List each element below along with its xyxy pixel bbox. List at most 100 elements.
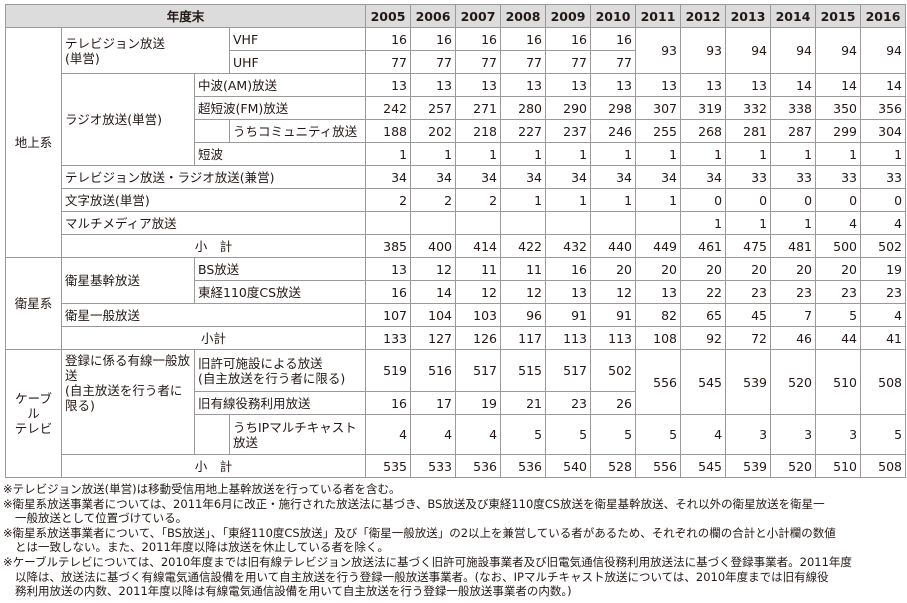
header-year: 2015 xyxy=(815,4,862,28)
cell: 34 xyxy=(410,165,457,189)
cell-cable-merged: 556 xyxy=(635,349,682,415)
cell: 540 xyxy=(545,454,592,478)
cell: 34 xyxy=(635,165,682,189)
cell xyxy=(455,211,502,235)
label-ip-multicast: うちIPマルチキャスト 放送 xyxy=(228,414,367,455)
row-uhf: UHF 77 77 77 77 77 77 xyxy=(6,50,906,74)
row-am: ラジオ放送(単営) 中波(AM)放送 13 13 13 13 13 13 13 … xyxy=(6,73,907,166)
cell: 1 xyxy=(545,142,592,166)
label-multimedia: マルチメディア放送 xyxy=(60,211,367,235)
label-sat-general: 衛星一般放送 xyxy=(60,303,367,327)
cell: 22 xyxy=(680,280,727,304)
cell: 4 xyxy=(365,414,412,455)
cell: 1 xyxy=(365,142,412,166)
cell: 414 xyxy=(455,234,502,258)
cell: 481 xyxy=(770,234,817,258)
cell: 202 xyxy=(410,119,457,143)
cell: 23 xyxy=(860,280,907,304)
cell: 5 xyxy=(860,414,907,455)
group-cable: ケーブル テレビ xyxy=(5,349,62,478)
cell: 77 xyxy=(455,50,502,74)
row-vhf: 地上系 テレビジョン放送 (単営) VHF 16 16 16 16 16 16 … xyxy=(5,27,907,258)
cell-cable-merged: 520 xyxy=(770,349,817,415)
cell: 4 xyxy=(860,211,907,235)
cell: 5 xyxy=(635,414,682,455)
cell: 20 xyxy=(725,257,772,281)
cell: 11 xyxy=(500,257,547,281)
header-year: 2013 xyxy=(725,4,772,28)
cell: 127 xyxy=(410,326,457,350)
cell xyxy=(545,211,592,235)
cell: 0 xyxy=(815,188,862,212)
cell: 4 xyxy=(815,211,862,235)
cell: 12 xyxy=(590,280,637,304)
cell: 0 xyxy=(770,188,817,212)
cell: 13 xyxy=(365,257,412,281)
cell: 33 xyxy=(770,165,817,189)
label-subtotal: 小 計 xyxy=(60,454,367,478)
cell: 34 xyxy=(365,165,412,189)
cell: 91 xyxy=(545,303,592,327)
cell: 11 xyxy=(455,257,502,281)
label-cs110: 東経110度CS放送 xyxy=(193,280,367,304)
cell: 4 xyxy=(860,303,907,327)
cell: 1 xyxy=(500,142,547,166)
footnote: ※衛星系放送事業者について、「BS放送」、「東経110度CS放送」及び「衛星一般… xyxy=(3,525,836,540)
cell: 13 xyxy=(635,73,682,97)
cell: 227 xyxy=(500,119,547,143)
cell: 13 xyxy=(410,73,457,97)
cell: 502 xyxy=(860,234,907,258)
cell: 271 xyxy=(455,96,502,120)
footnote: ※衛星系放送事業者については、2011年6月に改正・施行された放送法に基づき、B… xyxy=(3,496,825,511)
cell: 440 xyxy=(590,234,637,258)
header-year: 2012 xyxy=(680,4,727,28)
label-subtotal: 小 計 xyxy=(60,234,367,258)
header-year: 2008 xyxy=(500,4,547,28)
cell: 20 xyxy=(770,257,817,281)
cell: 14 xyxy=(770,73,817,97)
label-subtotal: 小計 xyxy=(60,326,367,350)
cell: 515 xyxy=(500,349,547,392)
broadcaster-count-table-container: 年度末 2005 2006 2007 2008 2009 2010 2011 2… xyxy=(4,4,907,478)
cell: 16 xyxy=(455,27,502,51)
cell: 4 xyxy=(455,414,502,455)
row-subtotal-satellite: 小計 133 127 126 117 113 113 108 92 72 46 … xyxy=(6,326,907,350)
cell: 33 xyxy=(725,165,772,189)
cell: 1 xyxy=(680,142,727,166)
cell: 113 xyxy=(590,326,637,350)
cell: 26 xyxy=(590,391,637,415)
group-satellite: 衛星系 xyxy=(5,257,62,350)
cell: 77 xyxy=(500,50,547,74)
cell: 1 xyxy=(770,211,817,235)
cell: 4 xyxy=(680,414,727,455)
cell: 12 xyxy=(455,280,502,304)
cell-cable-merged: 510 xyxy=(815,349,862,415)
cell xyxy=(500,211,547,235)
cell: 432 xyxy=(545,234,592,258)
cell: 20 xyxy=(590,257,637,281)
cell: 34 xyxy=(680,165,727,189)
row-bs: 衛星系 衛星基幹放送 BS放送 13 12 11 11 16 20 20 20 … xyxy=(5,257,907,350)
cell: 299 xyxy=(815,119,862,143)
cell-tv-merged: 94 xyxy=(770,27,817,74)
footnote: 務利用放送の内数、2011年度以降は有線電気通信設備を用いて自主放送を行う登録一… xyxy=(15,584,572,599)
label-sat-main: 衛星基幹放送 xyxy=(61,257,195,304)
cell: 34 xyxy=(500,165,547,189)
cell: 539 xyxy=(725,454,772,478)
cell: 535 xyxy=(365,454,412,478)
row-old-service: 旧有線役務利用放送 16 17 19 21 23 26 xyxy=(6,391,906,415)
cell xyxy=(365,211,412,235)
cell: 1 xyxy=(635,142,682,166)
cell: 77 xyxy=(410,50,457,74)
cell-cable-merged: 539 xyxy=(725,349,772,415)
cell: 5 xyxy=(545,414,592,455)
cell: 1 xyxy=(815,142,862,166)
cell: 34 xyxy=(455,165,502,189)
cell: 255 xyxy=(635,119,682,143)
cell: 519 xyxy=(365,349,412,392)
footnote: とは一致しない。また、2011年度以降は放送を休止している者を除く。 xyxy=(15,540,389,555)
row-old-permit: ケーブル テレビ 登録に係る有線一般放送 (自主放送を行う者に限る) 旧許可施設… xyxy=(5,349,907,478)
cell xyxy=(635,211,682,235)
cell: 77 xyxy=(545,50,592,74)
cell: 268 xyxy=(680,119,727,143)
